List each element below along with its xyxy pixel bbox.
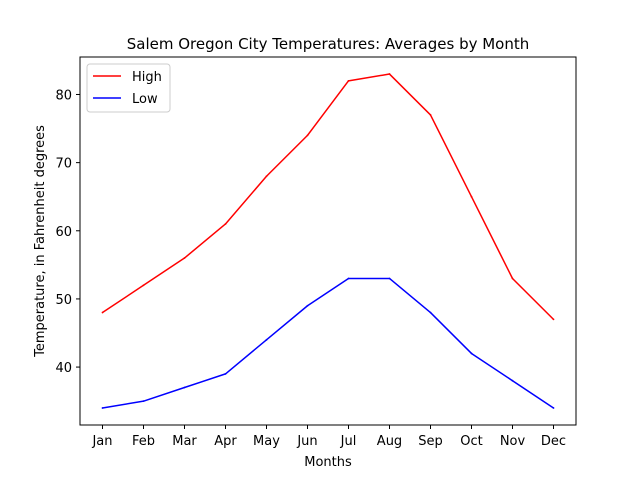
- data-point-high-nov: [511, 277, 514, 280]
- data-point-high-dec: [552, 318, 555, 321]
- data-point-low-jun: [306, 304, 309, 307]
- y-axis-ticks: 40 50 60 70 80: [55, 88, 80, 376]
- y-tick-label: 60: [55, 225, 72, 240]
- data-point-low-feb: [142, 400, 145, 403]
- data-point-high-feb: [142, 284, 145, 287]
- data-point-high-jan: [101, 311, 104, 314]
- data-point-high-jul: [347, 79, 350, 82]
- legend: High Low: [86, 63, 171, 113]
- plot-lines: [101, 73, 555, 409]
- data-point-low-aug: [388, 277, 391, 280]
- y-tick-label: 80: [55, 88, 72, 103]
- x-tick-label: Oct: [460, 434, 482, 449]
- data-point-high-sep: [429, 114, 432, 116]
- data-point-high-apr: [224, 223, 227, 225]
- y-tick-label: 70: [55, 157, 72, 172]
- chart-title: Salem Oregon City Temperatures: Averages…: [127, 35, 530, 53]
- x-tick-label: May: [253, 434, 280, 449]
- series-line-low: [102, 277, 554, 409]
- x-tick-label: Jul: [340, 434, 357, 449]
- data-point-low-sep: [429, 311, 432, 314]
- legend-label-low: Low: [132, 92, 158, 107]
- data-point-low-nov: [511, 379, 514, 382]
- data-point-low-apr: [224, 372, 227, 375]
- x-tick-label: Aug: [377, 434, 402, 449]
- data-point-high-may: [265, 175, 268, 178]
- y-tick-label: 50: [55, 293, 72, 308]
- plot-frame: [79, 56, 577, 426]
- data-point-low-jul: [347, 277, 350, 280]
- data-point-low-mar: [183, 386, 186, 389]
- data-point-low-jan: [101, 407, 104, 409]
- data-point-low-dec: [552, 407, 555, 409]
- legend-label-high: High: [132, 70, 162, 85]
- y-axis-label: Temperature, in Fahrenheit degrees: [33, 125, 48, 358]
- x-tick-label: Sep: [418, 434, 443, 449]
- x-tick-label: Mar: [172, 434, 197, 449]
- x-tick-label: Apr: [214, 434, 237, 449]
- data-point-high-jun: [306, 134, 309, 137]
- x-axis-label: Months: [304, 455, 352, 470]
- series-line-high: [102, 73, 555, 320]
- x-tick-label: Jun: [296, 434, 317, 449]
- x-axis-ticks: Jan Feb Mar Apr May Jun Jul Aug Sep Oct Nov Dec: [91, 425, 566, 449]
- data-point-low-oct: [470, 352, 473, 355]
- data-point-high-oct: [470, 195, 473, 198]
- x-tick-label: Nov: [500, 434, 526, 449]
- y-tick-label: 40: [55, 361, 72, 376]
- data-point-high-aug: [388, 73, 391, 75]
- data-point-high-mar: [183, 257, 186, 259]
- data-point-low-may: [265, 338, 268, 341]
- x-tick-label: Feb: [132, 434, 155, 449]
- x-tick-label: Jan: [91, 434, 112, 449]
- x-tick-label: Dec: [541, 434, 566, 449]
